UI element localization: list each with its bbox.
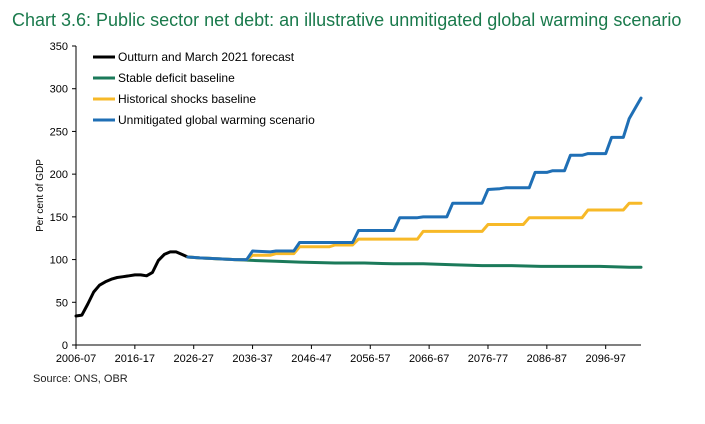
y-tick-label: 350: [50, 41, 68, 53]
chart-title: Chart 3.6: Public sector net debt: an il…: [12, 10, 682, 30]
plot-area: [74, 96, 643, 318]
series-line-1: [74, 250, 190, 318]
x-tick-label: 2096-97: [586, 353, 626, 365]
series-line-3: [186, 201, 643, 262]
legend-label-3: Historical shocks baseline: [118, 92, 256, 106]
x-tick-label: 2006-07: [56, 353, 96, 365]
x-tick-label: 2076-77: [468, 353, 508, 365]
x-tick-label: 2066-67: [409, 353, 449, 365]
y-tick-label: 100: [50, 255, 68, 267]
series-line-4: [186, 96, 643, 262]
legend: Outturn and March 2021 forecast Stable de…: [93, 50, 315, 127]
x-tick-label: 2086-87: [527, 353, 567, 365]
x-tick-label: 2016-17: [115, 353, 155, 365]
y-tick-label: 300: [50, 84, 68, 96]
legend-label-4: Unmitigated global warming scenario: [118, 113, 315, 127]
y-axis-label: Per cent of GDP: [35, 159, 46, 232]
y-tick-label: 200: [50, 169, 68, 181]
legend-label-2: Stable deficit baseline: [118, 71, 235, 85]
y-tick-label: 0: [62, 340, 68, 352]
source-note: Source: ONS, OBR: [33, 373, 128, 385]
legend-label-1: Outturn and March 2021 forecast: [118, 50, 295, 64]
x-tick-label: 2036-37: [232, 353, 272, 365]
y-tick-label: 150: [50, 212, 68, 224]
x-tick-label: 2026-27: [174, 353, 214, 365]
x-tick-label: 2056-57: [350, 353, 390, 365]
x-tick-label: 2046-47: [291, 353, 331, 365]
y-tick-label: 50: [56, 297, 68, 309]
chart-axes: 0 50 100 150 200 250 300 350 2006-07 2016-17 2026-…: [35, 41, 641, 365]
series-line-2: [186, 255, 643, 269]
y-tick-label: 250: [50, 126, 68, 138]
